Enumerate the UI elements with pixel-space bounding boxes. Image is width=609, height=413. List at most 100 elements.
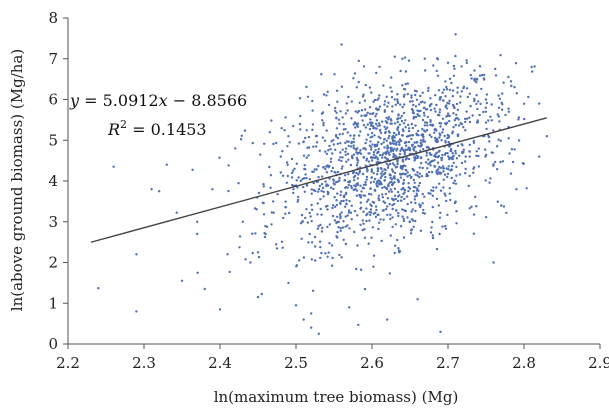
data-point [390,178,394,181]
x-tick-label: 2.2 [56,354,80,372]
data-point [317,332,320,335]
data-point [370,146,373,149]
data-point [421,166,424,170]
data-point [412,115,416,119]
data-point [461,151,464,155]
data-point [344,174,347,177]
data-point [308,178,311,181]
data-point [324,150,327,153]
data-point [382,141,385,144]
data-point [492,261,495,264]
data-point [391,105,394,108]
data-point [383,201,387,205]
data-point [362,222,365,225]
data-point [407,59,411,62]
r2-rest: = 0.1453 [127,120,207,139]
data-point [251,141,254,145]
data-point [389,234,392,237]
data-point [281,174,285,177]
data-point [319,207,322,211]
data-point [320,73,323,76]
data-point [311,289,315,292]
data-point [437,204,440,207]
data-point [397,113,400,116]
data-point [488,181,491,184]
data-point [429,120,432,124]
data-point [397,126,400,129]
data-point [393,98,396,101]
data-point [423,124,427,127]
data-point [456,144,460,147]
data-point [476,120,480,124]
data-point [135,310,138,313]
data-point [393,251,396,255]
data-point [375,71,378,75]
data-point [413,198,416,201]
data-point [460,65,463,68]
data-point [442,167,445,170]
data-point [480,87,483,91]
data-point [330,244,334,247]
data-point [407,127,411,130]
data-point [335,111,338,115]
data-point [367,198,370,201]
data-point [425,154,428,157]
data-point [308,211,311,215]
data-point [408,149,412,152]
data-point [361,119,364,122]
data-point [390,90,393,93]
data-point [377,141,380,144]
data-point [439,125,442,128]
data-point [339,142,342,145]
data-point [384,152,388,156]
data-point [390,180,393,184]
data-point [452,105,456,109]
data-point [310,312,313,315]
data-point [434,127,437,131]
data-point [372,153,375,156]
data-point [423,57,426,60]
data-point [165,163,168,166]
data-point [413,141,416,144]
data-point [383,179,386,182]
data-point [474,195,477,199]
data-point [433,154,436,158]
data-point [374,215,378,219]
data-point [280,127,283,130]
data-point [368,144,372,147]
data-point [517,118,520,121]
data-point [379,136,382,140]
data-point [413,89,417,93]
data-point [515,92,518,95]
data-point [357,323,360,327]
data-point [366,133,370,136]
data-point [446,101,449,105]
data-point [175,211,178,214]
data-point [464,155,467,158]
data-point [484,106,487,109]
data-point [366,123,369,126]
data-point [357,134,361,137]
trendline-layer [90,117,547,243]
data-point [428,161,432,164]
data-point [461,144,464,147]
data-point [447,140,450,144]
data-point [377,97,380,100]
data-point [281,150,284,153]
data-point [369,181,373,184]
data-point [314,134,318,138]
data-point [393,194,397,197]
data-point [377,122,381,125]
data-point [241,220,244,223]
data-point [444,141,447,144]
data-point [391,225,394,229]
data-point [287,135,290,138]
data-point [434,110,437,113]
data-point [369,140,372,143]
data-point [426,124,429,127]
data-point [388,203,391,206]
data-point [507,75,510,79]
data-point [257,191,261,195]
data-point [494,74,498,77]
data-point [465,110,468,113]
